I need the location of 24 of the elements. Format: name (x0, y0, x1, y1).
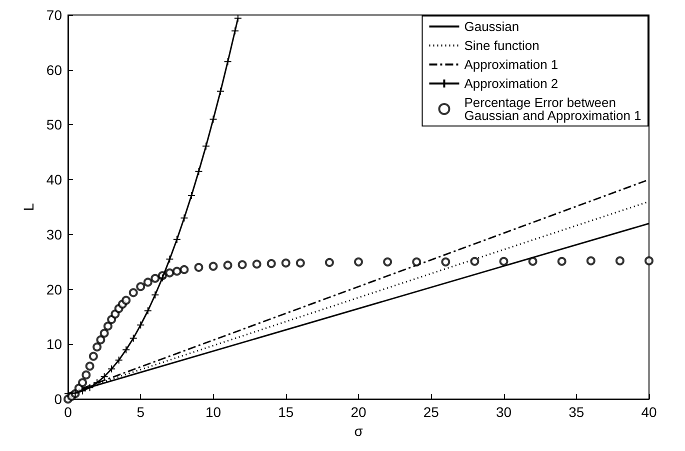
legend-label: Approximation 2 (464, 76, 558, 91)
y-axis-title: L (20, 202, 37, 211)
y-tick-label: 10 (46, 336, 62, 352)
legend-label: Sine function (464, 38, 540, 53)
x-tick-label: 0 (64, 404, 72, 420)
x-tick-label: 5 (136, 404, 145, 420)
legend-label: Approximation 1 (464, 57, 558, 72)
y-tick-label: 50 (46, 116, 62, 133)
x-tick-label: 30 (496, 404, 512, 420)
x-tick-label: 10 (205, 404, 222, 420)
y-tick-label: 60 (46, 62, 62, 78)
x-tick-label: 15 (278, 404, 294, 420)
legend-label: Gaussian (464, 19, 520, 34)
y-tick-label: 70 (46, 7, 62, 23)
x-tick-label: 20 (350, 404, 366, 420)
y-tick-label: 40 (46, 172, 62, 188)
x-tick-label: 25 (423, 404, 440, 420)
y-tick-label: 20 (46, 281, 62, 298)
x-tick-label: 35 (568, 404, 584, 420)
y-tick-label: 0 (54, 391, 62, 408)
x-tick-label: 40 (641, 404, 657, 420)
legend-label: Percentage Error between Gaussian and Approximation 1 (464, 95, 642, 123)
x-axis-title: σ (354, 423, 364, 439)
y-tick-label: 30 (46, 226, 62, 242)
